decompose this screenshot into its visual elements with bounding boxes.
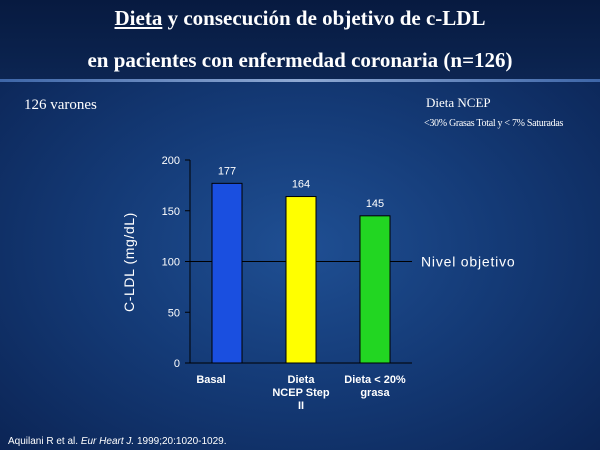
title-banner: [0, 0, 600, 80]
y-tick-label: 150: [162, 206, 180, 218]
page-title: Dieta y consecución de objetivo de c-LDL: [0, 6, 600, 31]
title-underlined-word: Dieta: [114, 6, 163, 30]
y-tick-label: 100: [162, 257, 180, 269]
y-tick-label: 50: [168, 307, 180, 319]
citation: Aquilani R et al. Eur Heart J. 1999;20:1…: [8, 436, 227, 447]
category-label-line: Dieta < 20%: [344, 374, 406, 386]
bar-value-label: 164: [292, 179, 310, 191]
value-labels: 177 164 145: [218, 165, 384, 209]
bar: [359, 215, 391, 364]
title-divider: [0, 79, 600, 82]
category-label: Dieta < 20% grasa: [344, 374, 406, 399]
category-label-line: NCEP Step: [272, 387, 330, 399]
diet-description: <30% Grasas Total y < 7% Saturadas: [424, 118, 564, 129]
target-reference-label: Nivel objetivo: [421, 254, 515, 270]
y-axis-label: C-LDL (mg/dL): [121, 212, 137, 312]
title-rest: y consecución de objetivo de c-LDL: [162, 6, 486, 30]
category-label-line: Basal: [196, 374, 225, 386]
bar: [285, 196, 317, 364]
category-label: Dieta NCEP Step II: [272, 374, 330, 412]
y-tick-label: 200: [162, 155, 180, 167]
citation-journal: Eur Heart J.: [80, 436, 135, 447]
category-label: Basal: [196, 374, 225, 386]
category-label-line: grasa: [360, 387, 390, 399]
cohort-label: 126 varones: [24, 97, 97, 113]
citation-details: 1999;20:1020-1029.: [134, 436, 227, 447]
category-labels: Basal Dieta NCEP Step II Dieta < 20% grasa: [196, 374, 406, 412]
category-label-line: Dieta: [288, 374, 316, 386]
bar: [211, 182, 243, 364]
citation-authors: Aquilani R et al.: [8, 436, 81, 447]
y-tick-label: 0: [174, 358, 180, 370]
page-subtitle: en pacientes con enfermedad coronaria (n…: [87, 48, 513, 72]
bar-value-label: 177: [218, 165, 236, 177]
y-axis-ticks: 0 50 100 150 200: [162, 155, 190, 370]
category-label-line: II: [298, 400, 304, 412]
bar-value-label: 145: [366, 198, 384, 210]
diet-name-label: Dieta NCEP: [426, 95, 491, 110]
bars: [211, 182, 391, 364]
